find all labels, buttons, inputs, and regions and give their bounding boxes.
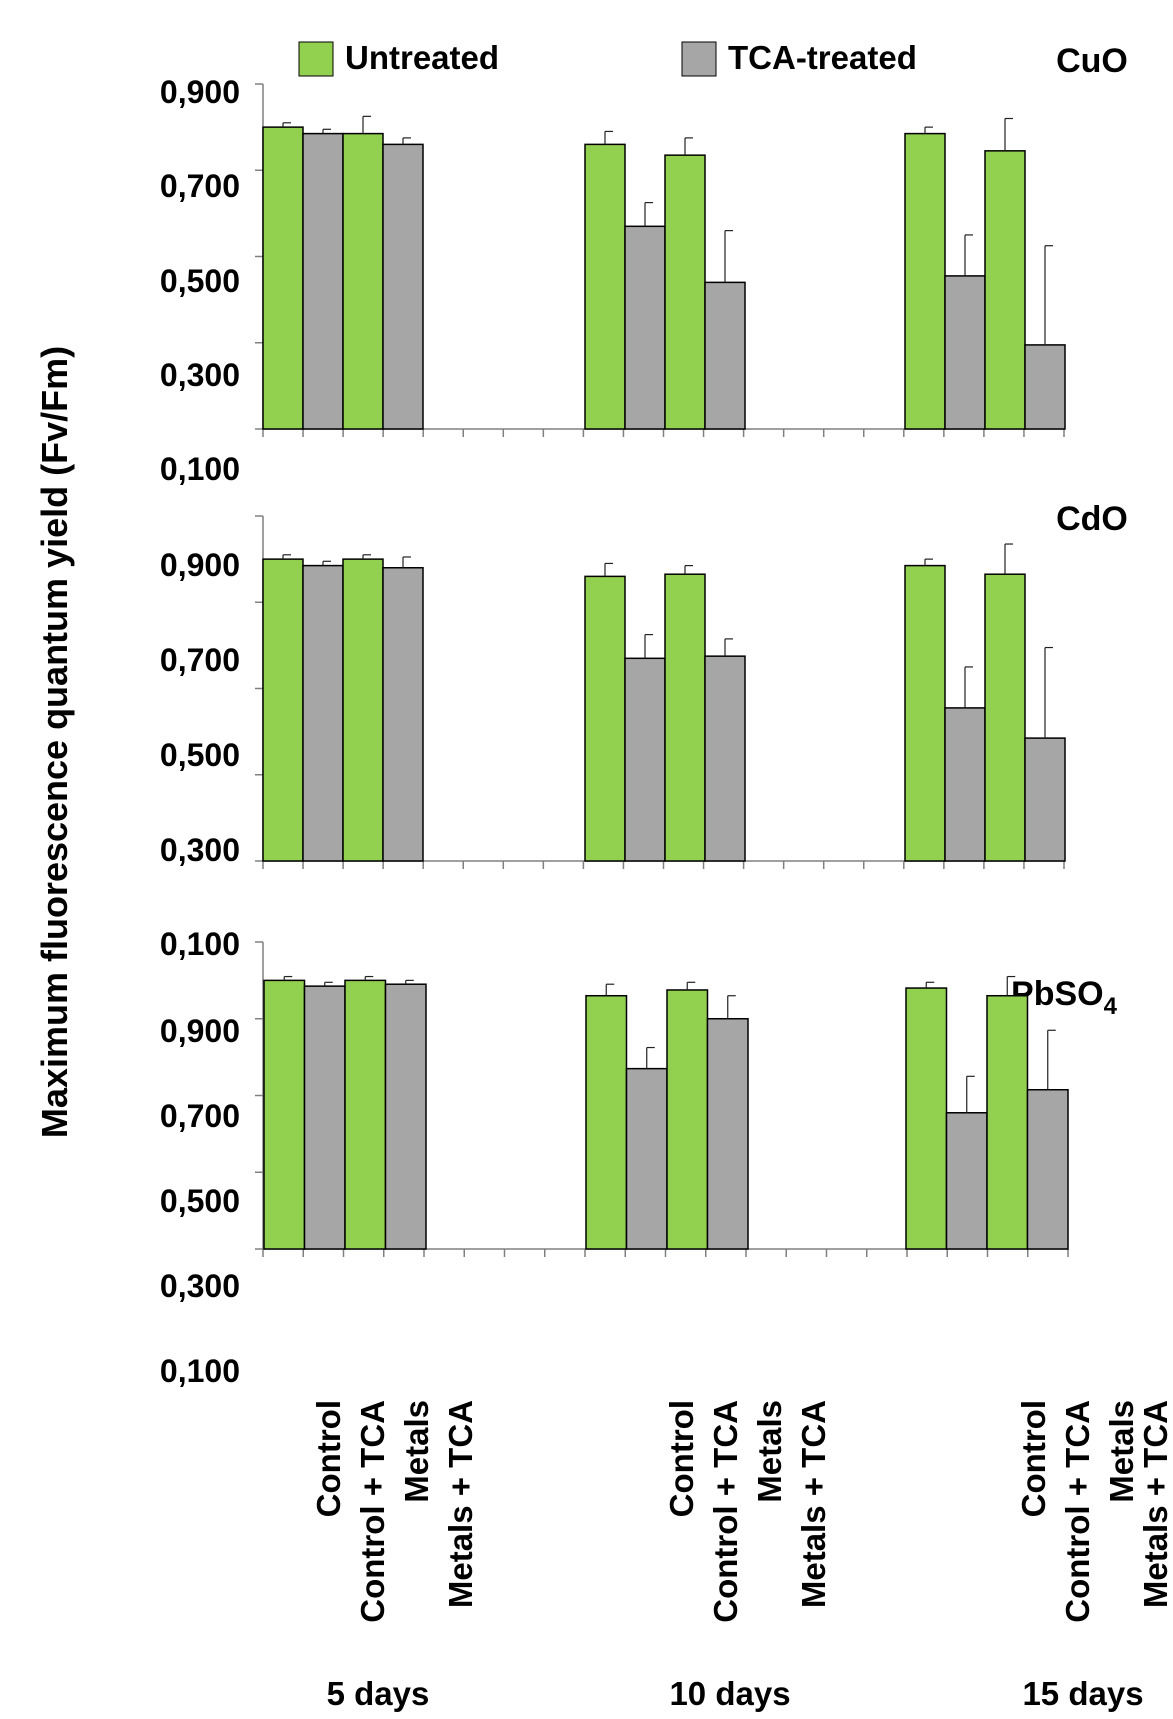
legend-label-untreated: Untreated — [345, 39, 499, 76]
bar — [945, 1112, 988, 1250]
x-category-label: Control + TCA — [1059, 1400, 1096, 1623]
y-tick-label: 0,700 — [160, 168, 240, 204]
y-tick-label: 0,300 — [160, 1268, 240, 1304]
bar — [984, 573, 1026, 862]
panel-title-subscript: 4 — [1104, 993, 1118, 1020]
bar — [706, 1018, 749, 1250]
x-category-label: Control — [663, 1400, 700, 1517]
bar — [904, 132, 946, 430]
bar — [624, 657, 666, 862]
bar — [585, 994, 628, 1250]
bars-cuo — [255, 83, 1066, 437]
bar — [344, 979, 387, 1250]
panel-cuo: CuO 0,900 0,700 0,500 0,300 0,100 — [160, 42, 1128, 487]
bar — [625, 1067, 668, 1250]
x-category-label: Metals — [398, 1400, 435, 1503]
x-category-label: Control — [1015, 1400, 1052, 1517]
y-tick-label: 0,700 — [160, 1098, 240, 1134]
bar — [262, 126, 304, 430]
y-tick-label: 0,900 — [160, 1013, 240, 1049]
y-tick-label: 0,900 — [160, 74, 240, 110]
y-tick-label: 0,100 — [160, 451, 240, 487]
bar — [303, 985, 346, 1250]
bar — [262, 558, 304, 862]
y-tick-label: 0,100 — [160, 1353, 240, 1389]
bar — [944, 707, 986, 862]
x-category-label: Control + TCA — [707, 1400, 744, 1623]
y-tick-label: 0,500 — [160, 263, 240, 299]
bar — [1026, 1088, 1069, 1250]
x-category-label: Metals + TCA — [442, 1400, 479, 1608]
legend-swatch-untreated — [298, 41, 334, 77]
y-tick-labels: 0,900 0,700 0,500 0,300 0,100 — [160, 74, 240, 487]
legend-label-tca-treated: TCA-treated — [728, 39, 917, 76]
x-group-label: 10 days — [669, 1675, 790, 1712]
y-tick-label: 0,300 — [160, 357, 240, 393]
bar — [944, 275, 986, 430]
bar — [986, 994, 1029, 1250]
panel-cdo: CdO 0,900 0,700 0,500 0,300 0,100 — [160, 500, 1128, 962]
bar — [904, 564, 946, 862]
y-tick-label: 0,500 — [160, 1183, 240, 1219]
bars-pbso4 — [255, 941, 1069, 1257]
x-category-labels: Control Control + TCA Metals Metals + TC… — [310, 1400, 1173, 1623]
x-category-label: Metals + TCA — [795, 1400, 832, 1608]
panel-title: CdO — [1056, 500, 1128, 538]
bar — [624, 225, 666, 430]
x-category-label: Control — [310, 1400, 347, 1517]
y-tick-label: 0,700 — [160, 642, 240, 678]
y-tick-label: 0,300 — [160, 832, 240, 868]
bar — [584, 575, 626, 862]
bar — [1024, 344, 1066, 430]
x-group-label: 5 days — [327, 1675, 430, 1712]
x-group-label: 15 days — [1022, 1675, 1143, 1712]
y-axis-label: Maximum fluorescence quantum yield (Fv/F… — [34, 346, 75, 1138]
bar — [905, 987, 948, 1250]
x-category-label: Metals + TCA — [1137, 1400, 1173, 1608]
bar — [984, 150, 1026, 430]
legend: Untreated TCA-treated — [298, 39, 917, 77]
y-tick-label: 0,900 — [160, 547, 240, 583]
bar — [382, 143, 424, 430]
x-category-label: Metals — [751, 1400, 788, 1503]
panel-title: CuO — [1056, 42, 1128, 80]
y-tick-label: 0,500 — [160, 737, 240, 773]
y-tick-labels: 0,900 0,700 0,500 0,300 0,100 — [160, 1013, 240, 1389]
panel-pbso4: PbSO4 0,900 0,700 0,500 0,300 0,100 — [160, 941, 1118, 1389]
bar — [1024, 737, 1066, 862]
legend-swatch-tca-treated — [681, 41, 717, 77]
y-tick-labels: 0,900 0,700 0,500 0,300 0,100 — [160, 547, 240, 962]
bar — [664, 154, 706, 430]
bar — [302, 564, 344, 862]
bars-cdo — [255, 515, 1066, 869]
x-category-label: Metals — [1103, 1400, 1140, 1503]
bar — [704, 281, 746, 430]
bar — [704, 655, 746, 862]
bar — [263, 979, 306, 1250]
bar — [302, 132, 344, 430]
x-category-label: Control + TCA — [354, 1400, 391, 1623]
bar — [664, 573, 706, 862]
bar — [382, 567, 424, 862]
bar — [342, 558, 384, 862]
x-group-labels: 5 days 10 days 15 days — [327, 1675, 1144, 1712]
bar — [584, 143, 626, 430]
bar — [384, 983, 427, 1250]
y-tick-label: 0,100 — [160, 926, 240, 962]
bar — [342, 132, 384, 430]
bar — [666, 989, 709, 1250]
